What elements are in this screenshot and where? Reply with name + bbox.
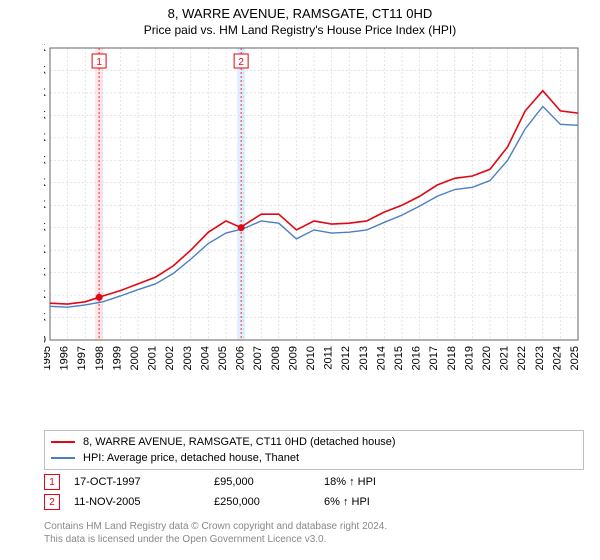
sale-marker-number: 1 — [49, 477, 55, 488]
svg-text:£600K: £600K — [44, 64, 47, 76]
sale-row: 1 17-OCT-1997 £95,000 18% ↑ HPI — [44, 472, 584, 492]
svg-text:£450K: £450K — [44, 132, 47, 144]
svg-text:£100K: £100K — [44, 289, 47, 301]
svg-text:£250K: £250K — [44, 222, 47, 234]
svg-text:2025: 2025 — [569, 346, 581, 370]
svg-text:£150K: £150K — [44, 267, 47, 279]
svg-text:2024: 2024 — [551, 346, 563, 370]
svg-text:2003: 2003 — [182, 346, 194, 370]
svg-text:2019: 2019 — [463, 346, 475, 370]
svg-text:£550K: £550K — [44, 87, 47, 99]
price-chart: £0 £50K £100K £150K £200K £250K £300K £350K £400… — [44, 44, 584, 384]
svg-text:2015: 2015 — [393, 346, 405, 370]
svg-text:£50K: £50K — [44, 312, 47, 324]
sale-date: 17-OCT-1997 — [74, 476, 214, 488]
sale-row: 2 11-NOV-2005 £250,000 6% ↑ HPI — [44, 492, 584, 512]
svg-text:1996: 1996 — [59, 346, 71, 370]
svg-text:£350K: £350K — [44, 177, 47, 189]
svg-text:2018: 2018 — [446, 346, 458, 370]
svg-text:2013: 2013 — [358, 346, 370, 370]
svg-text:2017: 2017 — [428, 346, 440, 370]
attribution-line: Contains HM Land Registry data © Crown c… — [44, 520, 584, 533]
svg-text:2020: 2020 — [481, 346, 493, 370]
legend: 8, WARRE AVENUE, RAMSGATE, CT11 0HD (det… — [44, 430, 584, 470]
sale-marker-number: 2 — [49, 497, 55, 508]
sale-date: 11-NOV-2005 — [74, 496, 214, 508]
svg-text:2009: 2009 — [287, 346, 299, 370]
sale-price: £95,000 — [214, 476, 324, 488]
svg-text:£500K: £500K — [44, 109, 47, 121]
svg-text:2012: 2012 — [340, 346, 352, 370]
svg-text:2010: 2010 — [305, 346, 317, 370]
svg-text:£300K: £300K — [44, 199, 47, 211]
svg-text:2014: 2014 — [375, 346, 387, 370]
sales-table: 1 17-OCT-1997 £95,000 18% ↑ HPI 2 11-NOV… — [44, 472, 584, 512]
attribution: Contains HM Land Registry data © Crown c… — [44, 520, 584, 546]
svg-text:1998: 1998 — [94, 346, 106, 370]
svg-text:2: 2 — [238, 57, 244, 68]
svg-text:2021: 2021 — [499, 346, 511, 370]
svg-text:2023: 2023 — [534, 346, 546, 370]
legend-label: 8, WARRE AVENUE, RAMSGATE, CT11 0HD (det… — [83, 436, 396, 448]
svg-text:2001: 2001 — [147, 346, 159, 370]
svg-text:2006: 2006 — [235, 346, 247, 370]
title-subtitle: Price paid vs. HM Land Registry's House … — [0, 23, 600, 37]
svg-text:1999: 1999 — [111, 346, 123, 370]
legend-item: 8, WARRE AVENUE, RAMSGATE, CT11 0HD (det… — [51, 434, 577, 450]
svg-text:£200K: £200K — [44, 244, 47, 256]
svg-text:2005: 2005 — [217, 346, 229, 370]
sale-delta: 18% ↑ HPI — [324, 476, 434, 488]
svg-text:£0: £0 — [44, 334, 46, 346]
svg-text:2002: 2002 — [164, 346, 176, 370]
svg-text:£650K: £650K — [44, 44, 47, 54]
svg-text:£400K: £400K — [44, 154, 47, 166]
svg-text:2007: 2007 — [252, 346, 264, 370]
svg-text:1995: 1995 — [44, 346, 53, 370]
svg-text:2008: 2008 — [270, 346, 282, 370]
attribution-line: This data is licensed under the Open Gov… — [44, 533, 584, 546]
svg-text:1: 1 — [96, 57, 102, 68]
svg-text:2000: 2000 — [129, 346, 141, 370]
svg-text:2016: 2016 — [411, 346, 423, 370]
sale-delta: 6% ↑ HPI — [324, 496, 434, 508]
svg-text:2011: 2011 — [323, 346, 335, 370]
legend-label: HPI: Average price, detached house, Than… — [83, 452, 299, 464]
title-address: 8, WARRE AVENUE, RAMSGATE, CT11 0HD — [0, 6, 600, 21]
svg-text:2004: 2004 — [199, 346, 211, 370]
svg-text:2022: 2022 — [516, 346, 528, 370]
sale-price: £250,000 — [214, 496, 324, 508]
svg-text:1997: 1997 — [76, 346, 88, 370]
legend-item: HPI: Average price, detached house, Than… — [51, 450, 577, 466]
